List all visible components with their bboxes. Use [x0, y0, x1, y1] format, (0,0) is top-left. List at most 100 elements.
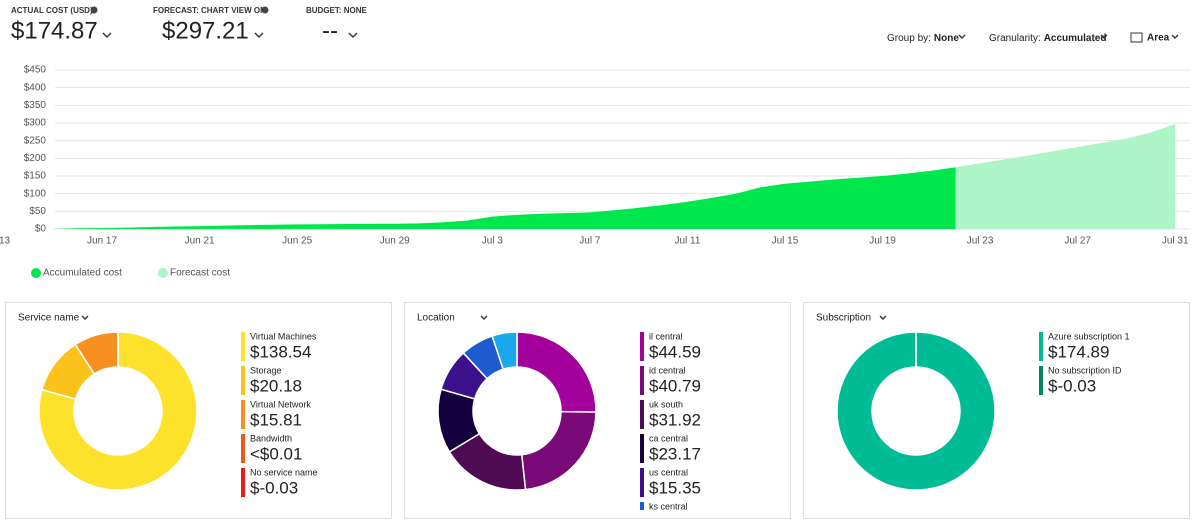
y-tick-label: $50: [29, 206, 46, 217]
chevron[interactable]: [1100, 34, 1108, 39]
legend-value: $-0.03: [1048, 376, 1096, 395]
legend-swatch: [241, 400, 245, 429]
chevron[interactable]: [1171, 34, 1179, 39]
panel-title: Service name: [18, 313, 80, 324]
chevron[interactable]: [81, 315, 89, 320]
legend-name: us central: [649, 467, 688, 477]
info-icon[interactable]: [261, 6, 269, 14]
legend-value: $15.35: [649, 478, 701, 497]
view[interactable]: Area: [1147, 33, 1170, 44]
legend-value: <$0.01: [250, 444, 302, 463]
x-tick-label: Jul 27: [1064, 236, 1091, 247]
legend-swatch: [640, 400, 644, 429]
donut-slice: [491, 331, 518, 371]
actual-label: ACTUAL COST (USD): [11, 6, 93, 15]
actual-value: $174.87: [11, 17, 98, 44]
area: [955, 123, 1176, 229]
chevron[interactable]: [254, 32, 264, 38]
group-by[interactable]: Group by: None: [887, 33, 959, 44]
x-tick-label: Jul 23: [967, 236, 994, 247]
legend-value: $23.17: [649, 444, 701, 463]
x-tick-label: Jun 29: [380, 236, 410, 247]
legend-swatch: [241, 434, 245, 463]
donut-legend: Virtual Machines$138.54 Storage$20.18 Virt…: [241, 331, 318, 497]
x-tick-label: Jul 3: [482, 236, 504, 247]
legend-swatch: [640, 332, 644, 361]
legend-swatch: [31, 268, 41, 278]
legend-name: Bandwidth: [250, 433, 292, 443]
y-tick-label: $450: [24, 65, 47, 76]
legend-swatch: [158, 268, 168, 278]
legend-value: $15.81: [250, 410, 302, 429]
legend-name: Virtual Network: [250, 399, 311, 409]
area-chart: $0 $50 $100 $150 $200 $250 $300 $350 $400 $450 13 J…: [0, 65, 1190, 247]
legend-name: ca central: [649, 433, 688, 443]
legend-label: Accumulated cost: [43, 268, 122, 279]
legend-swatch: [241, 366, 245, 395]
info-icon[interactable]: [90, 6, 98, 14]
legend-swatch: [640, 468, 644, 497]
y-tick-label: $250: [24, 135, 47, 146]
legend-swatch: [640, 502, 644, 510]
chevron[interactable]: [102, 32, 112, 38]
legend-value: $-0.03: [250, 478, 298, 497]
y-tick-label: $150: [24, 171, 47, 182]
forecast-value: $297.21: [162, 17, 249, 44]
legend-name: Storage: [250, 365, 282, 375]
donut-slice: [38, 331, 198, 491]
x-tick-label: Jun 25: [282, 236, 312, 247]
granularity[interactable]: Granularity: Accumulated: [989, 33, 1106, 44]
legend-swatch: [241, 332, 245, 361]
y-tick-label: $200: [24, 153, 47, 164]
panel-title: Location: [417, 313, 455, 324]
y-tick-label: $0: [35, 224, 47, 235]
x-tick-label: Jul 7: [579, 236, 601, 247]
forecast-label: FORECAST: CHART VIEW ON: [153, 6, 266, 15]
legend-swatch: [1039, 366, 1043, 395]
budget-value: --: [322, 17, 338, 44]
legend-value: $40.79: [649, 376, 701, 395]
area: [53, 167, 956, 229]
chevron[interactable]: [348, 32, 358, 38]
legend-name: No service name: [250, 467, 318, 477]
legend-value: $174.89: [1048, 342, 1109, 361]
x-tick-label: 13: [0, 236, 10, 247]
legend-value: $31.92: [649, 410, 701, 429]
x-tick-label: Jul 19: [869, 236, 896, 247]
group-by-label: Group by:: [887, 33, 931, 44]
granularity-label: Granularity:: [989, 33, 1041, 44]
donut-legend: il central$44.59 id central$40.79 uk south…: [640, 331, 701, 511]
y-tick-label: $100: [24, 188, 47, 199]
donuts: Service name Virtual Machines$138.54 Stora…: [18, 313, 1130, 511]
legend-name: Virtual Machines: [250, 331, 317, 341]
group-by-value: None: [934, 33, 959, 44]
legend-name: No subscription ID: [1048, 365, 1122, 375]
y-tick-label: $350: [24, 100, 47, 111]
legend-value: $138.54: [250, 342, 311, 361]
chevron[interactable]: [958, 34, 966, 39]
x-tick-label: Jun 21: [185, 236, 215, 247]
y-tick-label: $300: [24, 118, 47, 129]
donut-slice: [836, 331, 996, 491]
x-tick-label: Jul 15: [772, 236, 799, 247]
x-tick-label: Jun 17: [87, 236, 117, 247]
legend-name: Azure subscription 1: [1048, 331, 1130, 341]
legend: Accumulated cost Forecast cost: [31, 268, 230, 279]
legend-name: id central: [649, 365, 686, 375]
legend-value: $20.18: [250, 376, 302, 395]
legend-value: $44.59: [649, 342, 701, 361]
y-tick-label: $400: [24, 82, 47, 93]
budget-label: BUDGET: NONE: [306, 6, 368, 15]
legend-swatch: [241, 468, 245, 497]
panel-title: Subscription: [816, 313, 871, 324]
granularity-value: Accumulated: [1044, 33, 1107, 44]
legend-name: ks central: [649, 501, 688, 511]
area-icon[interactable]: [1130, 32, 1143, 43]
legend-name: il central: [649, 331, 683, 341]
chevron[interactable]: [480, 315, 488, 320]
chevron[interactable]: [879, 315, 887, 320]
legend-swatch: [640, 366, 644, 395]
x-tick-label: Jul 11: [674, 236, 700, 247]
x-tick-label: Jul 31: [1162, 236, 1189, 247]
